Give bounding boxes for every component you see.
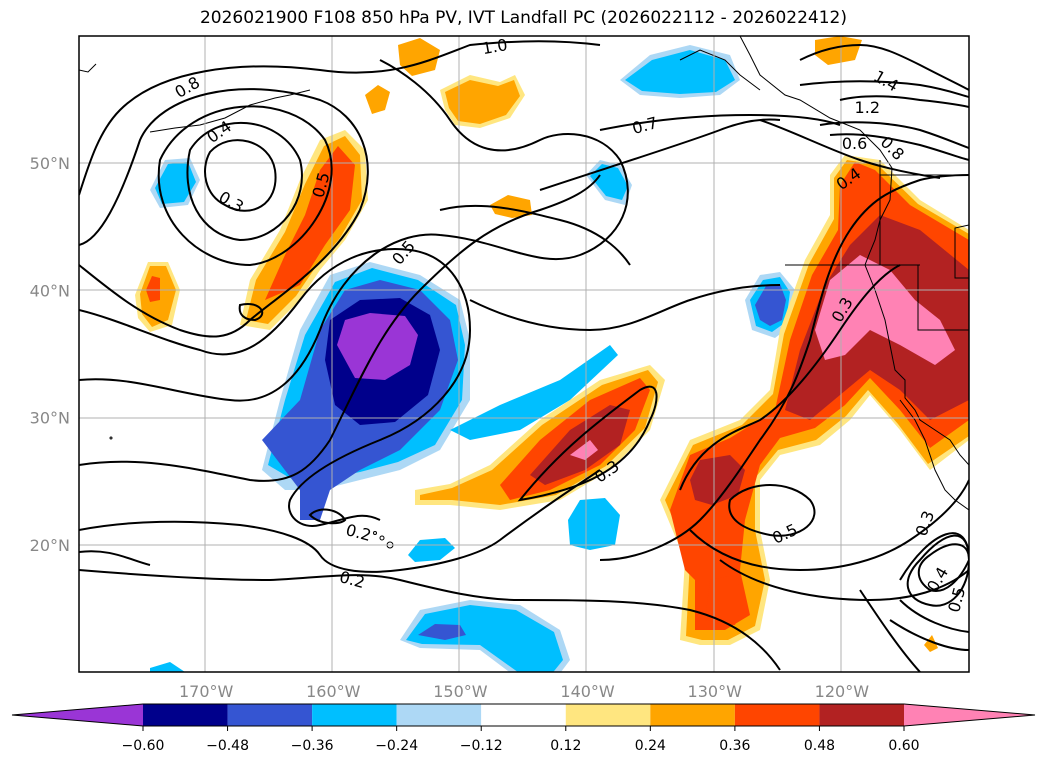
contour-label: 0.4 — [203, 117, 235, 147]
ivt-contours — [79, 40, 969, 672]
lon-tick-label: 170°W — [179, 682, 234, 701]
colorbar-segment — [227, 704, 313, 726]
lat-tick-label: 30°N — [30, 409, 70, 428]
contour-label: 0.3 — [216, 187, 248, 216]
colorbar-label: −0.48 — [206, 738, 249, 754]
colorbar-segment — [565, 704, 651, 726]
colorbar-extend-right — [904, 704, 1035, 726]
colorbar-label: −0.60 — [122, 738, 165, 754]
colorbar-label: 0.48 — [804, 738, 835, 754]
colorbar-label: −0.12 — [460, 738, 503, 754]
lat-tick-label: 40°N — [30, 281, 70, 300]
map-frame — [78, 35, 970, 673]
lon-tick-label: 130°W — [688, 682, 743, 701]
colorbar-segment — [396, 704, 482, 726]
contour-label: 0.5 — [769, 520, 800, 548]
contour-label: 1.2 — [855, 98, 880, 117]
negative-pv-fill — [150, 45, 795, 672]
colorbar-label: −0.24 — [375, 738, 418, 754]
longitude-labels: 170°W 160°W 150°W 140°W 130°W 120°W — [179, 682, 869, 701]
lon-tick-label: 140°W — [560, 682, 615, 701]
contour-label: 0.4 — [923, 564, 952, 596]
lon-tick-label: 150°W — [433, 682, 488, 701]
gridlines — [79, 36, 969, 672]
contour-label: 0.6 — [842, 134, 867, 153]
colorbar-label: 0.12 — [550, 738, 581, 754]
contour-label: 1.4 — [870, 66, 902, 95]
colorbar-segment — [481, 704, 566, 726]
map-title: 2026021900 F108 850 hPa PV, IVT Landfall… — [199, 8, 847, 28]
colorbar-label: 0.24 — [635, 738, 666, 754]
contour-label: 0.7 — [630, 113, 660, 138]
colorbar-segment — [819, 704, 904, 726]
lon-tick-label: 160°W — [306, 682, 361, 701]
contour-label: 1.0 — [481, 35, 509, 58]
contour-label: 0.5 — [388, 237, 419, 269]
colorbar-label: −0.36 — [291, 738, 334, 754]
colorbar-extend-left — [12, 704, 143, 726]
contour-label: 0.3 — [912, 508, 939, 538]
colorbar-segment — [312, 704, 397, 726]
colorbar-label: 0.60 — [888, 738, 919, 754]
positive-pv-fill — [135, 36, 969, 652]
lat-tick-label: 50°N — [30, 154, 70, 173]
colorbar-segment — [143, 704, 228, 726]
map-plot-area: 0.80.40.30.50.51.00.71.41.20.6 0.80.40.30… — [79, 35, 969, 672]
contour-label: 0.5 — [944, 585, 969, 615]
colorbar-segment — [650, 704, 735, 726]
colorbar: −0.60 −0.48 −0.36 −0.24 −0.12 0.12 0.24 0.36 0.4… — [11, 703, 1036, 754]
colorbar-label: 0.36 — [719, 738, 750, 754]
colorbar-segment — [734, 704, 820, 726]
lon-tick-label: 120°W — [815, 682, 870, 701]
contour-label: 0.2 — [344, 520, 374, 545]
latitude-labels: 50°N 40°N 30°N 20°N — [30, 154, 70, 555]
lat-tick-label: 20°N — [30, 536, 70, 555]
